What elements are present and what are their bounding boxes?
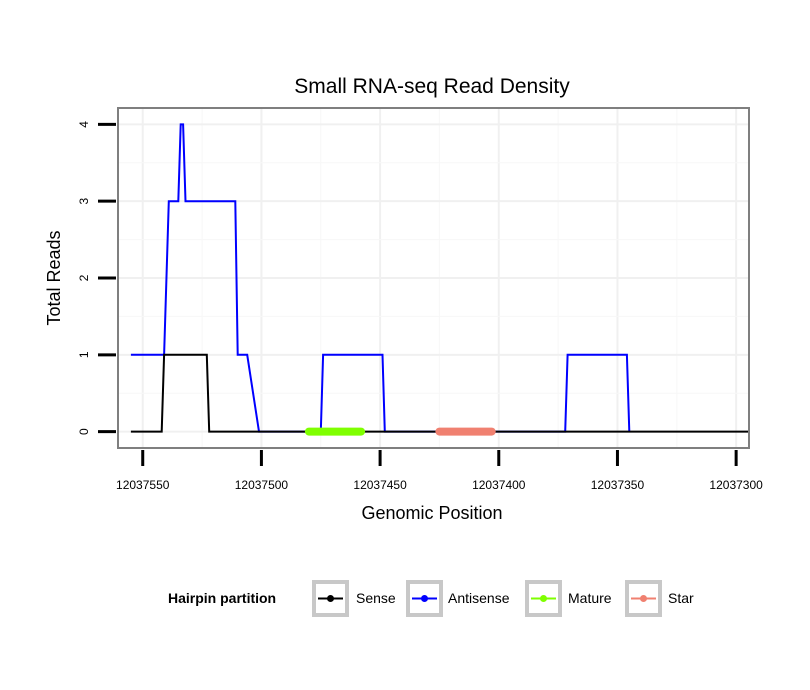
legend-key-dot	[640, 595, 647, 602]
legend-label-antisense: Antisense	[448, 590, 510, 606]
legend-label-mature: Mature	[568, 590, 612, 606]
x-tick-label: 12037500	[235, 478, 289, 492]
x-tick-label: 12037450	[353, 478, 407, 492]
y-tick-label: 3	[77, 198, 91, 205]
legend-label-sense: Sense	[356, 590, 396, 606]
legend-key-dot	[540, 595, 547, 602]
series-line-sense	[130, 353, 748, 433]
legend-title: Hairpin partition	[168, 590, 276, 606]
chart-title: Small RNA-seq Read Density	[294, 75, 570, 98]
gridlines	[119, 109, 748, 447]
plot-panel-border	[117, 107, 750, 449]
y-tick-label: 0	[77, 428, 91, 435]
x-tick-label: 12037350	[591, 478, 645, 492]
legend-label-star: Star	[668, 590, 694, 606]
x-axis: 12037550 12037500 12037450 12037400 12037350…	[116, 450, 763, 492]
legend: Hairpin partition Sense Antisense Mature St…	[168, 580, 694, 617]
y-axis: 0 1 2 3 4	[77, 121, 116, 435]
legend-key-dot	[421, 595, 428, 602]
series-layer	[130, 123, 748, 436]
y-tick-label: 1	[77, 351, 91, 358]
y-axis-title: Total Reads	[44, 230, 64, 325]
y-tick-label: 4	[77, 121, 91, 128]
x-tick-label: 12037550	[116, 478, 170, 492]
x-tick-label: 12037300	[709, 478, 763, 492]
y-tick-label: 2	[77, 274, 91, 281]
x-axis-title: Genomic Position	[361, 503, 502, 523]
x-tick-label: 12037400	[472, 478, 526, 492]
legend-key-dot	[327, 595, 334, 602]
legend-items: Sense Antisense Mature Star	[312, 580, 694, 617]
